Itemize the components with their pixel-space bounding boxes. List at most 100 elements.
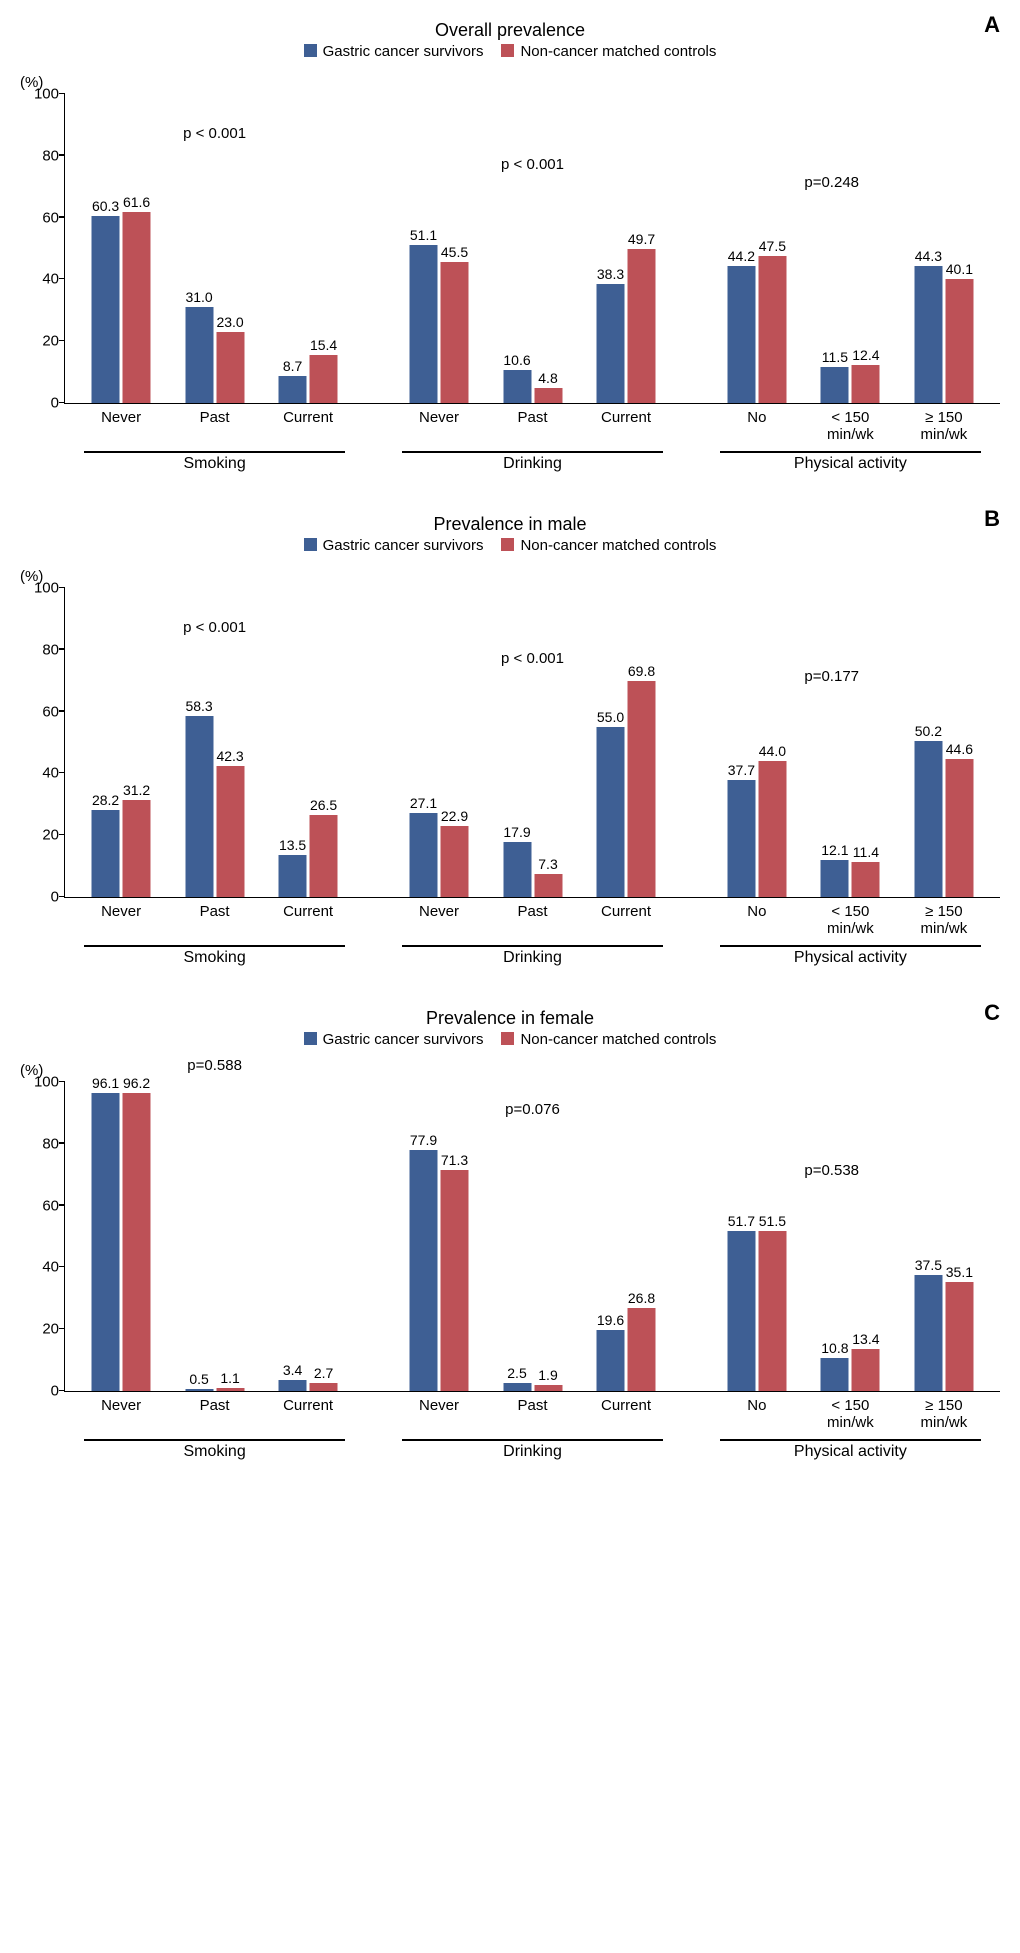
bar-value-label: 71.3 <box>441 1152 468 1170</box>
bar-value-label: 45.5 <box>441 244 468 262</box>
bar-value-label: 8.7 <box>283 358 302 376</box>
bar-survivors: 12.1 <box>821 860 849 898</box>
xtick-label: Past <box>517 409 547 426</box>
ytick-label: 40 <box>29 1259 59 1276</box>
xtick-label: Current <box>283 903 333 920</box>
section-label-pa: Physical activity <box>794 949 907 967</box>
xtick-label: Current <box>601 409 651 426</box>
bar-value-label: 51.5 <box>759 1213 786 1231</box>
section-line <box>720 451 982 453</box>
bar-survivors: 10.8 <box>821 1358 849 1391</box>
panel-C: CPrevalence in femaleGastric cancer surv… <box>20 1008 1000 1462</box>
bar-survivors: 17.9 <box>503 842 531 897</box>
bar-value-label: 19.6 <box>597 1312 624 1330</box>
bar-group: 50.244.6 <box>914 741 973 897</box>
bar-value-label: 12.4 <box>852 347 879 365</box>
bar-value-label: 44.2 <box>728 248 755 266</box>
bar-controls: 26.5 <box>310 815 338 897</box>
xtick-label: Current <box>283 409 333 426</box>
bar-value-label: 40.1 <box>946 261 973 279</box>
bar-value-label: 58.3 <box>185 698 212 716</box>
bar-value-label: 4.8 <box>538 370 557 388</box>
bar-value-label: 12.1 <box>821 842 848 860</box>
bar-survivors: 44.3 <box>914 266 942 403</box>
xtick-label: < 150min/wk <box>827 1397 874 1432</box>
ytick-label: 100 <box>29 86 59 103</box>
bar-group: 8.7 15.4 <box>279 355 338 403</box>
xtick-label: Past <box>517 1397 547 1414</box>
bar-controls: 35.1 <box>945 1282 973 1391</box>
section-line <box>84 945 346 947</box>
panel-A: AOverall prevalenceGastric cancer surviv… <box>20 20 1000 474</box>
bar-controls: 26.8 <box>628 1308 656 1391</box>
bar-value-label: 77.9 <box>410 1132 437 1150</box>
ytick-label: 60 <box>29 209 59 226</box>
bar-survivors: 27.1 <box>410 813 438 897</box>
bar-value-label: 55.0 <box>597 709 624 727</box>
bar-survivors: 51.1 <box>410 245 438 403</box>
xtick-label: Past <box>200 409 230 426</box>
bar-value-label: 1.9 <box>538 1367 557 1385</box>
xtick-label: Never <box>419 409 459 426</box>
bar-value-label: 13.5 <box>279 837 306 855</box>
bar-survivors: 77.9 <box>410 1150 438 1391</box>
xtick-label: ≥ 150min/wk <box>921 409 968 444</box>
ytick-label: 40 <box>29 271 59 288</box>
bar-group: 12.111.4 <box>821 860 880 898</box>
bar-value-label: 96.1 <box>92 1075 119 1093</box>
bar-value-label: 42.3 <box>216 748 243 766</box>
bar-value-label: 50.2 <box>915 723 942 741</box>
panel-title: Overall prevalence <box>20 20 1000 41</box>
bar-controls: 15.4 <box>310 355 338 403</box>
bar-survivors: 44.2 <box>727 266 755 403</box>
legend: Gastric cancer survivorsNon-cancer match… <box>20 537 1000 554</box>
legend-label-survivors: Gastric cancer survivors <box>323 1031 484 1048</box>
ytick-label: 80 <box>29 641 59 658</box>
section-line <box>402 945 664 947</box>
bar-value-label: 38.3 <box>597 266 624 284</box>
bar-value-label: 44.0 <box>759 743 786 761</box>
bar-group: 55.069.8 <box>597 681 656 897</box>
section-label-smoking: Smoking <box>183 455 245 473</box>
bar-survivors: 2.5 <box>503 1383 531 1391</box>
bar-value-label: 31.0 <box>185 289 212 307</box>
bar-value-label: 61.6 <box>123 194 150 212</box>
legend-label-controls: Non-cancer matched controls <box>520 537 716 554</box>
bar-controls: 7.3 <box>534 874 562 897</box>
xtick-label: Never <box>101 1397 141 1414</box>
panel-title: Prevalence in female <box>20 1008 1000 1029</box>
bar-value-label: 11.5 <box>822 349 848 367</box>
bar-value-label: 60.3 <box>92 198 119 216</box>
bar-value-label: 7.3 <box>538 856 557 874</box>
bar-controls: 4.8 <box>534 388 562 403</box>
bar-survivors: 11.5 <box>821 367 849 403</box>
bar-controls: 51.5 <box>758 1231 786 1391</box>
bar-value-label: 17.9 <box>503 824 530 842</box>
bar-controls: 44.0 <box>758 761 786 897</box>
bar-value-label: 35.1 <box>946 1264 973 1282</box>
ytick-label: 80 <box>29 147 59 164</box>
section-label-smoking: Smoking <box>183 1443 245 1461</box>
bar-group: 17.97.3 <box>503 842 562 897</box>
ytick-label: 40 <box>29 765 59 782</box>
bar-value-label: 13.4 <box>852 1331 879 1349</box>
bar-value-label: 26.8 <box>628 1290 655 1308</box>
section-line <box>402 1439 664 1441</box>
bar-controls: 96.2 <box>123 1093 151 1391</box>
legend-swatch-controls <box>501 1032 514 1045</box>
xtick-label: Current <box>601 1397 651 1414</box>
bar-value-label: 11.4 <box>853 844 879 862</box>
bar-group: 31.023.0 <box>185 307 244 403</box>
bar-controls: 11.4 <box>852 862 880 897</box>
bar-survivors: 28.2 <box>92 810 120 897</box>
section-label-drinking: Drinking <box>503 1443 562 1461</box>
bar-value-label: 2.5 <box>507 1365 526 1383</box>
bar-controls: 49.7 <box>628 249 656 403</box>
legend-swatch-survivors <box>304 538 317 551</box>
ytick-label: 100 <box>29 580 59 597</box>
bar-value-label: 44.6 <box>946 741 973 759</box>
xtick-label: Current <box>601 903 651 920</box>
xtick-label: Never <box>419 1397 459 1414</box>
bar-value-label: 37.7 <box>728 762 755 780</box>
bar-survivors: 38.3 <box>597 284 625 403</box>
